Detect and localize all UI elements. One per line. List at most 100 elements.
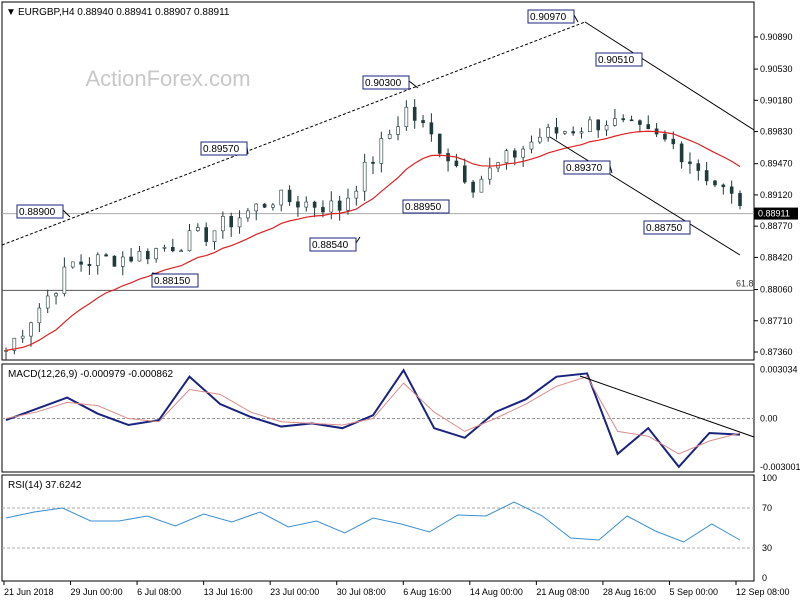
candle-body [713,180,717,186]
price-label-box [643,220,691,235]
candle-body [638,120,642,125]
x-tick-label: 21 Jun 2018 [4,587,54,597]
macd-layer [2,368,755,469]
x-tick-label: 29 Jun 00:00 [71,587,123,597]
candle-body [721,184,726,188]
macd-trend-line [579,375,755,438]
rsi-y-tick-label: 100 [762,473,777,483]
candle-body [671,138,676,145]
candle-body [62,266,67,294]
x-tick-label: 6 Aug 16:00 [403,587,451,597]
candle-body [429,122,434,135]
candle-body [504,150,509,164]
candle-body [304,201,309,208]
price-label-box [362,75,410,90]
candle-body [629,119,634,122]
candle-body [45,295,50,309]
candle-body [296,201,300,208]
x-tick-label: 6 Jul 08:00 [137,587,181,597]
candle-body [354,190,359,199]
price-label: 0.88900 [19,207,56,218]
candle-body [12,337,17,351]
candle-body [529,141,534,150]
candle-body [187,230,192,252]
candle-body [487,167,492,180]
x-tick-label: 5 Sep 00:00 [669,587,718,597]
x-tick-label: 14 Aug 00:00 [470,587,523,597]
candle-body [179,250,183,253]
price-label-box [402,199,450,214]
candle-body [29,322,33,337]
rsi-y-tick-label: 30 [762,543,772,553]
candle-body [704,170,709,182]
candle-body [287,189,292,203]
current-price-label: 0.88911 [758,209,790,219]
macd-line [5,368,741,469]
candle-body [412,106,417,121]
candle-body [204,227,208,242]
x-tick-label: 12 Sep 08:00 [736,587,790,597]
candle-body [154,248,158,260]
candle-body [613,118,617,126]
candle-body [371,161,375,164]
candle-body [621,118,626,121]
candle-body [87,263,92,266]
watermark: ActionForex.com [85,66,250,91]
candle-body [212,230,217,242]
price-label-pointer [355,236,361,244]
candle-body [546,127,550,138]
price-y-tick-label: 0.89470 [760,159,793,169]
candle-body [596,119,601,131]
macd-y-tick-label: -0.003001 [760,462,800,472]
candle-body [521,148,525,158]
candle-body [70,261,75,268]
candle-body [588,119,592,133]
price-y-tick-label: 0.88060 [760,285,793,295]
rsi-title: RSI(14) 37.6242 [8,480,82,491]
candle-body [337,200,342,211]
candle-body [696,163,701,171]
x-tick-label: 21 Aug 08:00 [536,587,589,597]
candle-body [379,138,384,164]
candle-body [563,131,567,134]
rsi-line [5,501,741,543]
rsi-layer [2,501,754,549]
symbol-header: EURGBP,H4 0.88940 0.88941 0.88907 0.8891… [18,7,230,18]
dropdown-arrow-icon[interactable]: ▼ [6,7,16,18]
price-y-tick-label: 0.88770 [760,221,793,231]
candle-body [512,150,517,158]
candle-body [738,193,742,206]
candle-body [79,261,83,265]
candle-body [446,153,450,162]
candle-body [688,161,692,164]
macd-y-tick-label: 0.003034 [760,365,798,375]
x-tick-label: 23 Jul 00:00 [270,587,319,597]
price-y-tick-label: 0.88420 [760,252,793,262]
candle-body [554,127,559,134]
price-label-box [309,237,357,252]
candle-body [95,254,100,266]
candle-body [321,207,325,213]
price-label: 0.88150 [154,276,191,287]
candle-body [471,181,475,193]
price-label-pointer [62,209,71,218]
price-y-tick-label: 0.90530 [760,64,793,74]
moving-average-line [5,130,741,351]
candle-body [104,254,108,257]
price-y-tick-label: 0.90180 [760,95,793,105]
rising-channel-line [1,21,586,246]
rsi-panel [1,474,755,582]
candle-body [171,246,175,252]
current-price-tag [754,207,798,220]
price-label-pointer [408,80,419,89]
candle-body [37,307,42,324]
candle-body [604,125,609,131]
rsi-y-tick-label: 0 [762,573,767,583]
x-tick-label: 30 Jul 08:00 [337,587,386,597]
candle-body [162,246,167,249]
candle-body [137,251,142,262]
candle-body [479,178,484,193]
candle-body [679,143,684,163]
axis-layer: 0.90890 0.90530 0.90180 0.89830 0.89470 0.891… [3,32,800,597]
